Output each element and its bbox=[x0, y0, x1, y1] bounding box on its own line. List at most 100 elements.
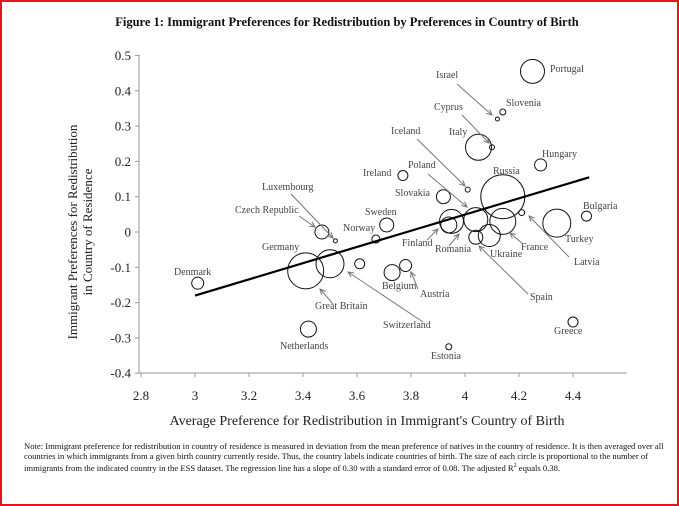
x-tick-label: 4 bbox=[462, 388, 469, 403]
y-tick-label: -0.1 bbox=[110, 260, 131, 275]
label-latvia: Latvia bbox=[574, 257, 600, 268]
label-slovenia: Slovenia bbox=[506, 98, 542, 109]
label-estonia: Estonia bbox=[431, 351, 462, 362]
label-italy: Italy bbox=[449, 127, 467, 138]
bubble-great-britain bbox=[315, 249, 345, 279]
arrowhead-great-britain bbox=[319, 288, 326, 295]
arrowhead-israel bbox=[486, 109, 493, 116]
y-axis-label: Immigrant Preferences for Redistribution… bbox=[65, 124, 95, 339]
x-tick-label: 3.6 bbox=[349, 388, 366, 403]
bubble-italy bbox=[465, 133, 492, 161]
label-france: France bbox=[521, 242, 549, 253]
arrow-finland bbox=[426, 228, 439, 241]
y-tick-label: 0.4 bbox=[115, 83, 132, 98]
arrowhead-switzerland bbox=[347, 271, 355, 278]
y-tick-label: -0.3 bbox=[110, 330, 131, 345]
bubble-slovakia bbox=[435, 189, 451, 205]
bubble-cyprus bbox=[489, 144, 495, 151]
y-tick-label: 0.5 bbox=[115, 48, 131, 63]
label-israel: Israel bbox=[436, 70, 458, 81]
bubble-switzerland bbox=[354, 258, 366, 270]
label-netherlands: Netherlands bbox=[280, 341, 328, 352]
label-russia: Russia bbox=[493, 166, 520, 177]
y-axis-label-line-1: Immigrant Preferences for Redistribution bbox=[65, 124, 80, 339]
note-superscript: 2 bbox=[513, 463, 517, 470]
data-marks: Portugal Slovenia Israel Cyprus Italy Hungary… bbox=[174, 58, 618, 362]
x-tick-label: 4.4 bbox=[565, 388, 582, 403]
x-tick-label: 3.4 bbox=[295, 388, 312, 403]
bubble-germany bbox=[287, 252, 325, 290]
x-tick-label: 4.2 bbox=[511, 388, 527, 403]
y-tick-label: 0.2 bbox=[115, 154, 131, 169]
chart-title: Figure 1: Immigrant Preferences for Redi… bbox=[115, 15, 579, 29]
arrowhead-romania bbox=[453, 233, 460, 240]
label-bulgaria: Bulgaria bbox=[583, 201, 618, 212]
arrow-cyprus bbox=[461, 114, 490, 144]
bubble-luxembourg bbox=[332, 238, 338, 244]
arrowhead-austria bbox=[410, 270, 416, 279]
label-great-britain: Great Britain bbox=[315, 301, 367, 312]
bubble-estonia bbox=[445, 343, 453, 351]
arrowhead-france bbox=[509, 232, 516, 239]
bubble-spain bbox=[468, 229, 484, 245]
bubble-denmark bbox=[191, 276, 205, 290]
bubble-latvia bbox=[518, 209, 526, 217]
label-finland: Finland bbox=[402, 238, 433, 249]
x-tick-label: 3.2 bbox=[241, 388, 257, 403]
bubble-france bbox=[489, 207, 517, 235]
note-text: Note: Immigrant preference for redistrib… bbox=[24, 441, 664, 474]
bubble-netherlands bbox=[299, 320, 317, 338]
label-greece: Greece bbox=[554, 326, 583, 337]
label-iceland: Iceland bbox=[391, 126, 420, 137]
arrow-israel bbox=[456, 83, 493, 116]
y-tick-label: -0.2 bbox=[110, 295, 131, 310]
arrow-great-britain bbox=[319, 288, 334, 305]
arrow-luxembourg bbox=[290, 193, 334, 239]
arrow-austria bbox=[410, 271, 419, 290]
x-axis-label: Average Preference for Redistribution in… bbox=[170, 414, 565, 429]
arrowhead-czech-republic bbox=[308, 221, 316, 228]
label-luxembourg: Luxembourg bbox=[262, 182, 313, 193]
y-tick-label: 0 bbox=[125, 225, 132, 240]
bubble-turkey bbox=[542, 208, 572, 238]
label-cyprus: Cyprus bbox=[434, 102, 463, 113]
y-tick-label: 0.3 bbox=[115, 119, 131, 134]
bubble-sweden bbox=[379, 217, 395, 233]
arrow-france bbox=[509, 232, 524, 245]
label-denmark: Denmark bbox=[174, 267, 211, 278]
arrow-romania bbox=[448, 233, 460, 247]
bubble-slovenia bbox=[499, 108, 507, 116]
arrowhead-poland bbox=[461, 201, 468, 208]
bubble-belgium bbox=[383, 264, 401, 282]
bubble-portugal bbox=[520, 58, 545, 84]
arrow-latvia bbox=[528, 215, 570, 258]
arrowhead-cyprus bbox=[483, 137, 490, 144]
x-tick-label: 3.8 bbox=[403, 388, 419, 403]
arrow-poland bbox=[427, 173, 468, 208]
label-spain: Spain bbox=[530, 292, 553, 303]
figure-note: Note: Immigrant preference for redistrib… bbox=[24, 441, 664, 473]
bubble-israel bbox=[494, 116, 500, 122]
label-austria: Austria bbox=[420, 289, 450, 300]
label-sweden: Sweden bbox=[365, 207, 397, 218]
bubble-poland bbox=[463, 207, 489, 233]
arrow-switzerland bbox=[347, 271, 424, 323]
label-belgium: Belgium bbox=[382, 281, 417, 292]
label-turkey: Turkey bbox=[565, 234, 594, 245]
bubble-czech-republic bbox=[314, 224, 330, 240]
arrowhead-finland bbox=[432, 228, 439, 235]
bubble-iceland bbox=[464, 186, 471, 193]
axes: 0.5 0.4 0.3 0.2 0.1 0 -0.1 -0.2 -0.3 -0.42.8 3 3.2 3… bbox=[110, 48, 627, 403]
arrow-iceland bbox=[416, 138, 466, 187]
label-ukraine: Ukraine bbox=[490, 249, 523, 260]
x-tick-label: 3 bbox=[192, 388, 199, 403]
y-tick-label: -0.4 bbox=[110, 366, 131, 381]
label-portugal: Portugal bbox=[550, 64, 584, 75]
arrowhead-iceland bbox=[459, 180, 466, 187]
label-poland: Poland bbox=[408, 160, 436, 171]
y-axis-label-line-2: in Country of Residence bbox=[80, 168, 95, 295]
arrow-czech-republic bbox=[298, 215, 316, 228]
x-tick-label: 2.8 bbox=[133, 388, 149, 403]
bubble-greece bbox=[567, 316, 579, 328]
